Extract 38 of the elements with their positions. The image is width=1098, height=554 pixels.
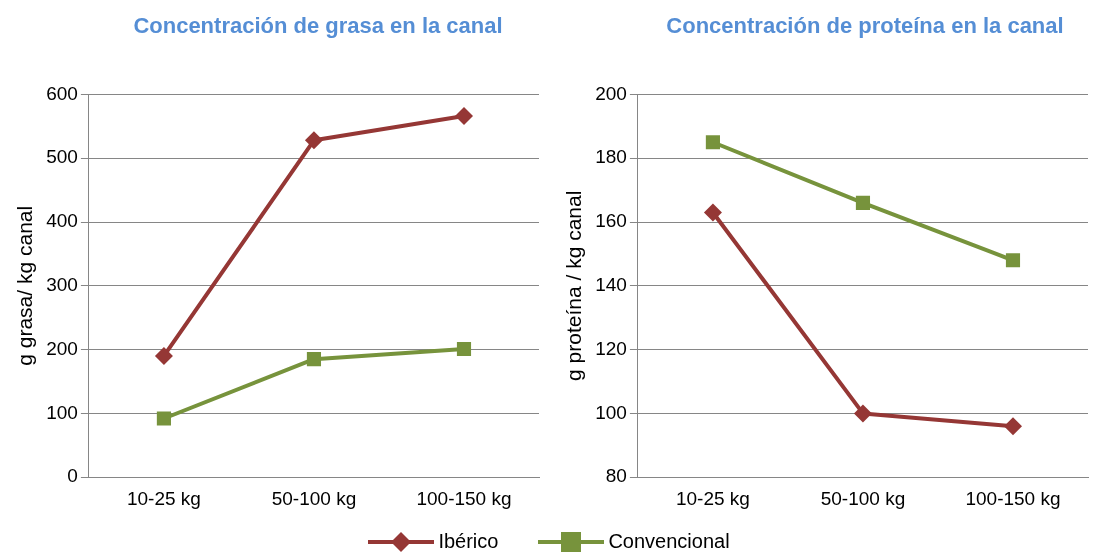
y-tick-label: 200 [46,337,78,359]
chart-title: Concentración de grasa en la canal [132,12,504,40]
y-tick-label: 120 [595,337,627,359]
y-tick-label: 200 [595,82,627,104]
x-tick-label: 100-150 kg [965,487,1061,509]
y-axis-title: g proteína / kg canal [562,190,586,381]
y-tick-label: 160 [595,210,627,232]
point [1005,253,1021,268]
point [156,411,171,426]
point [855,195,871,210]
point [154,346,173,365]
point [705,135,720,150]
point [454,107,473,126]
point [306,352,322,367]
y-tick-label: 400 [46,210,78,232]
y-axis-title: g grasa/ kg canal [13,205,37,366]
point [703,203,722,222]
y-tick-label: 100 [595,401,627,423]
y-tick-label: 80 [605,465,627,487]
x-tick-label: 50-100 kg [820,487,906,509]
y-tick-label: 500 [46,146,78,168]
y-tick-label: 600 [46,82,78,104]
x-tick-label: 10-25 kg [126,487,201,509]
x-tick-label: 50-100 kg [271,487,357,509]
point [456,341,472,357]
y-tick-label: 180 [595,146,627,168]
chart-title: Concentración de proteína en la canal [665,12,1065,40]
point [1003,417,1022,436]
y-tick-label: 100 [46,401,78,423]
point [304,131,323,150]
legend-label: Ibérico [438,530,499,553]
x-tick-label: 100-150 kg [416,487,512,509]
point [853,404,872,423]
y-tick-label: 0 [67,465,78,487]
legend-label: Convencional [608,530,730,553]
x-tick-label: 10-25 kg [675,487,750,509]
y-tick-label: 300 [46,274,78,296]
y-tick-label: 140 [595,274,627,296]
